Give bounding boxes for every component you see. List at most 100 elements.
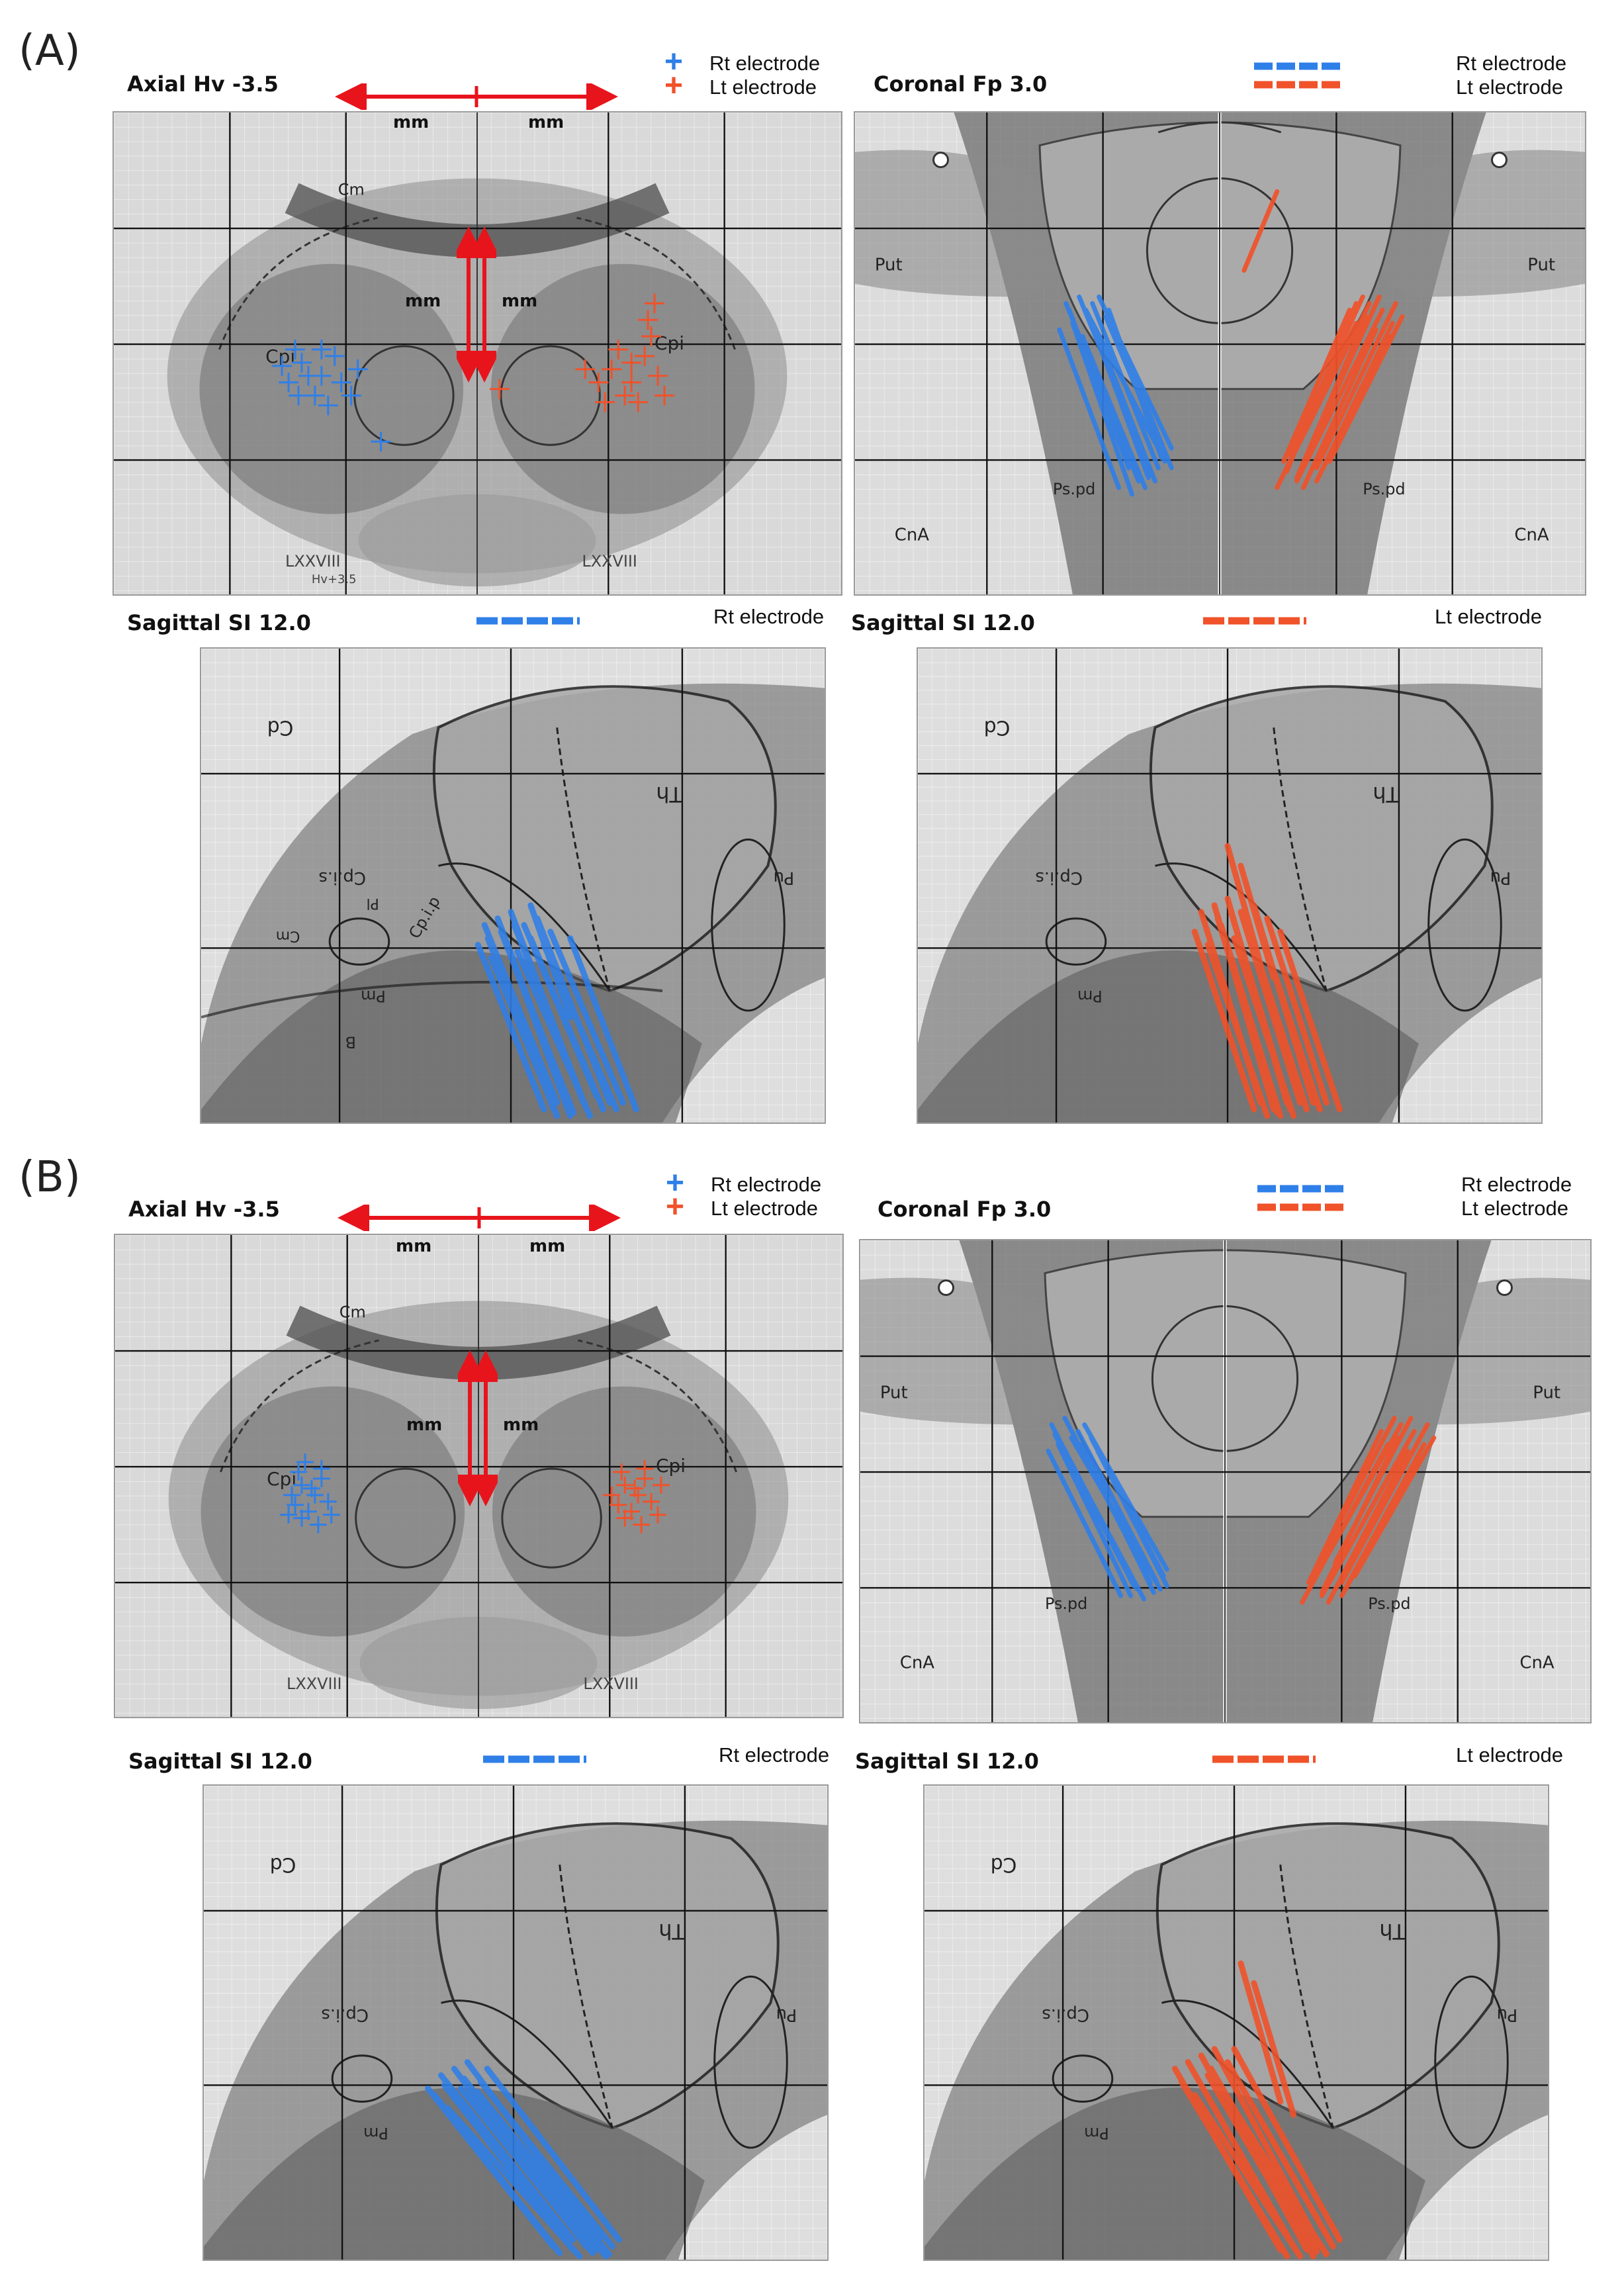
axial-mm-mid-right-a: mm — [502, 291, 538, 311]
axial-mm-top-right-b: mm — [529, 1236, 566, 1256]
coronal-title-b: Coronal Fp 3.0 — [878, 1197, 1052, 1222]
axial-mm-top-right-a: mm — [528, 113, 564, 132]
coronal-label-put-right: Put — [1527, 255, 1555, 275]
sagittal-b-label-th: Th — [658, 1919, 686, 1944]
sagittal-b-label-cpis: Cp.i.s — [321, 2005, 369, 2025]
coronal-label-put: Put — [875, 255, 903, 275]
rt-cross-legend-icon: + — [664, 44, 684, 79]
coronal-b-label-cna: CnA — [900, 1653, 935, 1673]
sagittal-lt-swatch-b — [1212, 1755, 1316, 1763]
sagittal-b-label-pu: Pu — [776, 2005, 797, 2025]
axial-mm-top-left-a: mm — [393, 113, 429, 132]
axial-lt-electrode-cluster — [489, 293, 674, 412]
axial-title-a: Axial Hv -3.5 — [127, 71, 279, 97]
coronal-legend-swatches-a — [1254, 62, 1343, 89]
sagittal-lt-legend-b: Lt electrode — [1456, 1743, 1563, 1767]
coronal-atlas-a: Put Put CnA CnA Ps.pd Ps.pd — [854, 111, 1586, 596]
coronal-label-pspd-right: Ps.pd — [1363, 480, 1405, 498]
axial-width-arrows-b — [338, 1205, 621, 1231]
coronal-legend-swatches-b — [1257, 1185, 1346, 1211]
sagittal-label-cpis: Cp.i.s — [318, 868, 366, 888]
axial-mm-top-left-b: mm — [396, 1236, 432, 1256]
axial-b-rt-electrode-cluster — [280, 1453, 340, 1534]
sagittal-b-lt-electrode-tracks — [1171, 1960, 1343, 2260]
axial-legend-rt-a: Rt electrode — [709, 52, 821, 75]
coronal-rt-electrode-tracks — [1057, 294, 1174, 497]
panel-label-b: (B) — [19, 1153, 81, 1202]
sagittal-label-b: B — [345, 1033, 356, 1052]
axial-title-b: Axial Hv -3.5 — [128, 1197, 280, 1222]
sagittal-lt-label-cd: Cd — [984, 715, 1011, 739]
sagittal-lt-label-cpis: Cp.i.s — [1035, 868, 1083, 888]
coronal-legend-lt-b: Lt electrode — [1461, 1197, 1568, 1220]
rt-cross-legend-icon-b: + — [666, 1166, 685, 1201]
axial-legend-lt-b: Lt electrode — [711, 1197, 818, 1220]
sagittal-b-label-cd: Cd — [270, 1853, 296, 1876]
sagittal-rt-electrode-tracks — [474, 902, 639, 1119]
coronal-legend-rt-a: Rt electrode — [1456, 52, 1567, 75]
sagittal-rt-legend-b: Rt electrode — [719, 1743, 830, 1767]
coronal-b-label-put-right: Put — [1533, 1383, 1560, 1403]
coronal-label-cna: CnA — [895, 525, 930, 545]
axial-rt-electrode-cluster — [272, 340, 391, 452]
axial-depth-arrows-a — [457, 226, 496, 383]
axial-label-cm: Cm — [338, 180, 365, 199]
axial-b-label-lxxviii: LXXVIII — [287, 1675, 342, 1693]
coronal-b-label-pspd-right: Ps.pd — [1368, 1594, 1410, 1613]
coronal-label-cna-right: CnA — [1514, 525, 1549, 545]
axial-b-label-cm: Cm — [339, 1303, 366, 1321]
axial-depth-arrows-b — [458, 1350, 498, 1506]
sagittal-lt-label-pm: Pm — [1077, 987, 1103, 1005]
axial-legend-lt-a: Lt electrode — [709, 75, 817, 99]
axial-mm-mid-right-b: mm — [503, 1415, 539, 1435]
axial-label-lxxviii-right: LXXVIII — [582, 552, 637, 571]
sagittal-label-pu: Pu — [774, 868, 795, 888]
sagittal-label-cm: Cm — [276, 928, 300, 944]
axial-label-hv: Hv+3.5 — [312, 573, 357, 586]
coronal-b-rt-electrode-tracks — [1046, 1416, 1169, 1602]
axial-b-lt-electrode-cluster — [603, 1460, 670, 1534]
coronal-b-label-put: Put — [880, 1383, 908, 1403]
sagittal-rt-title-b: Sagittal SI 12.0 — [128, 1749, 312, 1774]
sagittal-b-rt-electrode-tracks — [425, 2059, 622, 2260]
sagittal-lt-legend-a: Lt electrode — [1435, 605, 1542, 628]
sagittal-lt-electrode-tracks — [1191, 843, 1343, 1119]
sagittal-lt-atlas-a: Cd Th Cp.i.s Pu Pm — [917, 647, 1543, 1124]
sagittal-rt-swatch-a — [476, 617, 580, 625]
axial-b-label-lxxviii-right: LXXVIII — [583, 1675, 639, 1693]
sagittal-rt-legend-a: Rt electrode — [713, 605, 825, 628]
axial-b-label-cpi-right: Cpi — [656, 1455, 686, 1477]
sagittal-lt-title-a: Sagittal SI 12.0 — [851, 610, 1035, 635]
sagittal-rt-atlas-b: Cd Th Cp.i.s Pu Pm — [203, 1784, 829, 2261]
coronal-b-label-cna-right: CnA — [1519, 1653, 1555, 1673]
coronal-atlas-b: Put Put CnA CnA Ps.pd Ps.pd — [859, 1239, 1592, 1723]
sagittal-lt-label-pu: Pu — [1490, 868, 1511, 888]
axial-legend-rt-b: Rt electrode — [711, 1173, 822, 1196]
lt-cross-legend-icon-b: + — [666, 1189, 685, 1224]
coronal-lt-electrode-tracks — [1241, 189, 1405, 490]
sagittal-label-th: Th — [656, 782, 683, 807]
axial-mm-mid-left-b: mm — [406, 1415, 443, 1435]
sagittal-lt-label-th: Th — [1373, 782, 1400, 807]
coronal-title-a: Coronal Fp 3.0 — [874, 71, 1048, 97]
sagittal-label-pl: Pl — [367, 895, 379, 911]
sagittal-label-pm: Pm — [361, 987, 386, 1005]
sagittal-b-lt-label-th: Th — [1379, 1919, 1406, 1944]
sagittal-rt-swatch-b — [483, 1755, 586, 1763]
sagittal-b-label-pm: Pm — [363, 2124, 388, 2142]
axial-width-arrows-a — [335, 83, 618, 110]
sagittal-b-lt-label-cd: Cd — [991, 1853, 1017, 1876]
sagittal-b-lt-label-pm: Pm — [1084, 2124, 1109, 2142]
sagittal-label-cd: Cd — [267, 715, 294, 739]
panel-label-a: (A) — [19, 26, 81, 75]
axial-mm-mid-left-a: mm — [405, 291, 441, 311]
sagittal-lt-title-b: Sagittal SI 12.0 — [855, 1749, 1039, 1774]
lt-cross-legend-icon: + — [664, 68, 684, 103]
coronal-label-pspd: Ps.pd — [1053, 480, 1095, 498]
coronal-legend-rt-b: Rt electrode — [1461, 1173, 1572, 1196]
sagittal-lt-atlas-b: Cd Th Cp.i.s Pu Pm — [923, 1784, 1549, 2261]
coronal-legend-lt-a: Lt electrode — [1456, 75, 1563, 99]
sagittal-rt-title-a: Sagittal SI 12.0 — [127, 610, 311, 635]
sagittal-lt-swatch-a — [1203, 617, 1306, 625]
sagittal-rt-atlas-a: Cd Th Cp.i.s Cp.i.p Pu Pm B Cm Pl — [200, 647, 826, 1124]
